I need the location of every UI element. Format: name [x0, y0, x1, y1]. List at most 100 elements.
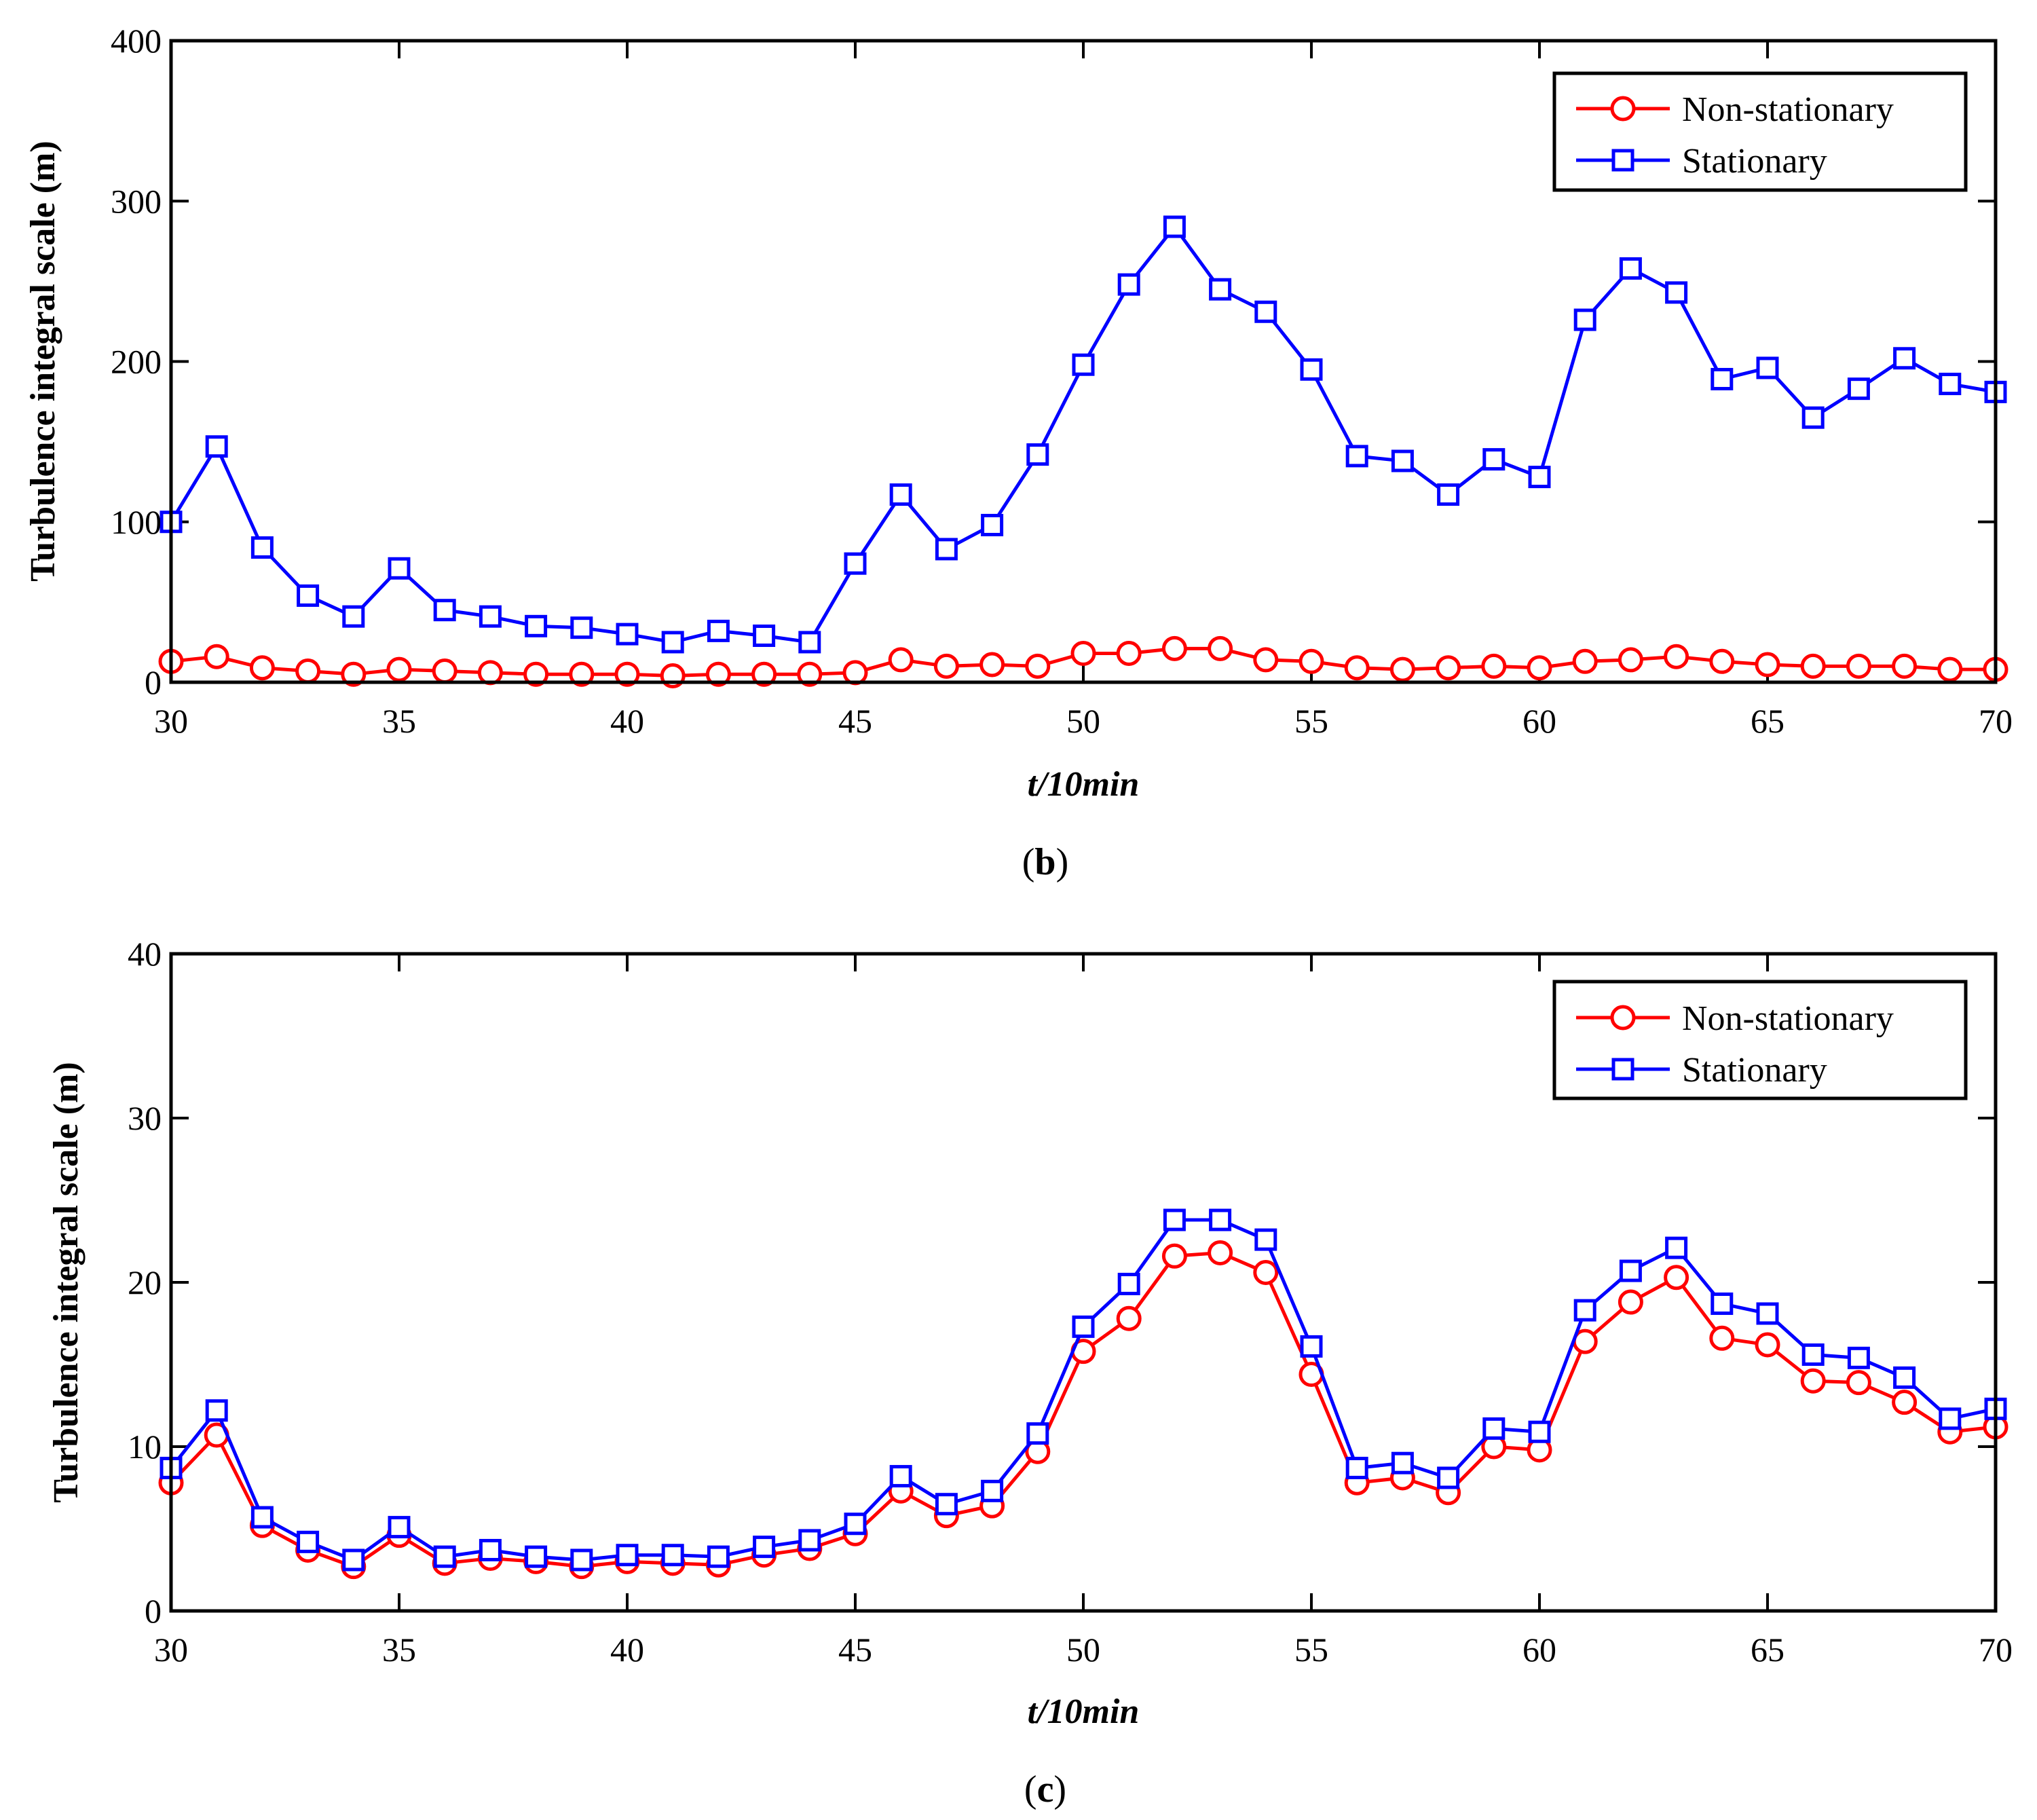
- data-point-non-stationary: [295, 658, 321, 684]
- data-point-non-stationary: [1618, 1289, 1643, 1315]
- data-point-non-stationary: [979, 652, 1005, 677]
- y-tick-label: 30: [128, 1099, 162, 1137]
- x-tick-label: 40: [610, 1631, 644, 1669]
- data-point-non-stationary: [1253, 647, 1279, 673]
- y-tick-label: 400: [111, 22, 162, 60]
- x-axis-title: t/10min: [1028, 1692, 1140, 1731]
- data-point-stationary: [1254, 1228, 1277, 1251]
- data-point-stationary: [1391, 449, 1414, 472]
- data-point-stationary: [798, 631, 821, 654]
- caption-close-paren: ): [1056, 841, 1069, 883]
- panel-caption: (b): [1022, 841, 1068, 883]
- data-point-stationary: [1528, 1420, 1551, 1443]
- data-point-stationary: [935, 1493, 958, 1516]
- x-tick-label: 65: [1751, 702, 1784, 740]
- legend-label-non-stationary: Non-stationary: [1682, 90, 1894, 129]
- data-point-stationary: [1665, 281, 1688, 304]
- data-point-stationary: [1893, 1366, 1916, 1389]
- legend-marker-square: [1611, 149, 1634, 172]
- caption-letter: c: [1037, 1768, 1054, 1810]
- y-tick-label: 100: [111, 503, 162, 541]
- data-point-stationary: [661, 631, 684, 654]
- data-point-non-stationary: [1116, 1305, 1142, 1331]
- series-layer: [158, 215, 2008, 689]
- data-point-stationary: [1482, 448, 1506, 471]
- legend: Non-stationary Stationary: [1552, 71, 1968, 192]
- data-point-stationary: [1163, 1208, 1186, 1231]
- x-tick-labels: 30 35 40 45 50 55 60 65 70: [154, 1631, 2013, 1669]
- data-point-non-stationary: [1618, 647, 1643, 673]
- y-tick-labels: 0 100 200 300 400: [111, 22, 162, 701]
- y-tick-label: 0: [145, 1592, 162, 1630]
- data-point-stationary: [1573, 308, 1596, 331]
- data-point-non-stationary: [933, 653, 959, 679]
- data-point-stationary: [1847, 377, 1870, 401]
- data-point-stationary: [479, 1538, 502, 1561]
- data-point-stationary: [1209, 278, 1232, 301]
- data-point-non-stationary: [842, 660, 868, 686]
- x-tick-label: 30: [154, 702, 188, 740]
- data-point-non-stationary: [1572, 648, 1598, 674]
- data-point-stationary: [1711, 367, 1734, 390]
- data-point-non-stationary: [1208, 1240, 1233, 1265]
- data-point-non-stationary: [797, 661, 823, 687]
- data-point-non-stationary: [705, 661, 731, 687]
- data-point-stationary: [753, 624, 776, 647]
- legend-marker-circle: [1610, 1005, 1636, 1030]
- x-tick-labels: 30 35 40 45 50 55 60 65 70: [154, 702, 2013, 740]
- data-point-stationary: [1117, 273, 1140, 296]
- data-point-stationary: [342, 605, 365, 628]
- data-point-stationary: [1026, 443, 1049, 466]
- x-tick-label: 60: [1522, 1631, 1556, 1669]
- data-point-stationary: [1300, 358, 1323, 381]
- y-tick-labels: 0 10 20 30 40: [128, 935, 162, 1630]
- data-point-non-stationary: [249, 655, 275, 681]
- data-point-stationary: [1072, 1315, 1095, 1338]
- data-point-non-stationary: [1755, 652, 1780, 677]
- data-point-stationary: [205, 435, 228, 458]
- data-point-non-stationary: [432, 658, 457, 684]
- data-point-non-stationary: [523, 661, 549, 687]
- data-point-non-stationary: [341, 661, 367, 687]
- data-point-stationary: [1939, 1407, 1962, 1430]
- caption-open-paren: (: [1024, 1768, 1037, 1810]
- data-point-stationary: [1026, 1422, 1049, 1445]
- series-layer: [158, 1208, 2008, 1580]
- data-point-non-stationary: [1846, 653, 1871, 679]
- data-point-non-stationary: [1025, 653, 1051, 679]
- data-point-stationary: [935, 538, 958, 561]
- data-point-stationary: [1391, 1451, 1414, 1474]
- data-point-stationary: [1254, 300, 1277, 323]
- data-point-stationary: [844, 552, 867, 575]
- data-point-non-stationary: [1161, 635, 1187, 661]
- data-point-non-stationary: [1527, 655, 1552, 681]
- data-point-non-stationary: [1709, 648, 1735, 674]
- data-point-stationary: [1847, 1346, 1870, 1369]
- y-tick-label: 200: [111, 343, 162, 381]
- data-point-non-stationary: [1481, 653, 1507, 679]
- data-point-non-stationary: [1892, 1390, 1918, 1415]
- data-point-stationary: [1801, 406, 1825, 429]
- caption-letter: b: [1034, 841, 1055, 883]
- data-point-stationary: [1209, 1208, 1232, 1231]
- data-point-non-stationary: [888, 647, 914, 673]
- data-point-stationary: [1345, 445, 1368, 468]
- data-point-stationary: [889, 1465, 912, 1488]
- legend-label-non-stationary: Non-stationary: [1682, 999, 1894, 1038]
- data-point-non-stationary: [569, 661, 595, 687]
- data-point-stationary: [525, 1545, 548, 1568]
- legend: Non-stationary Stationary: [1552, 980, 1968, 1100]
- data-point-stationary: [661, 1544, 684, 1567]
- y-tick-label: 40: [128, 935, 162, 973]
- data-point-non-stationary: [1208, 635, 1233, 661]
- y-tick-label: 0: [145, 663, 162, 701]
- data-point-stationary: [433, 599, 456, 622]
- data-point-non-stationary: [1161, 1243, 1187, 1269]
- data-point-stationary: [1665, 1236, 1688, 1259]
- data-point-stationary: [250, 1506, 274, 1529]
- data-point-stationary: [1619, 257, 1642, 280]
- data-point-stationary: [1163, 215, 1186, 238]
- data-point-stationary: [1300, 1335, 1323, 1358]
- x-tick-label: 50: [1066, 1631, 1100, 1669]
- x-tick-label: 70: [1979, 1631, 2013, 1669]
